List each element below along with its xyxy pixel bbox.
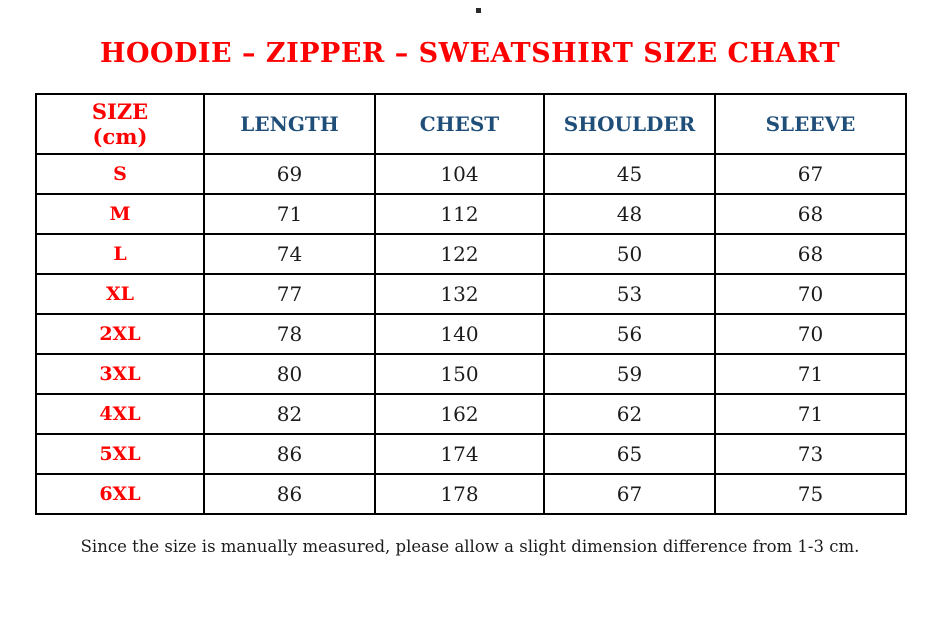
sleeve-value: 68: [714, 233, 907, 275]
chest-value: 174: [374, 433, 545, 475]
table-row: XL 77 132 53 70: [35, 273, 907, 315]
measurement-disclaimer: Since the size is manually measured, ple…: [80, 537, 860, 556]
sleeve-value: 71: [714, 353, 907, 395]
shoulder-value: 59: [543, 353, 716, 395]
shoulder-value: 65: [543, 433, 716, 475]
shoulder-value: 45: [543, 153, 716, 195]
table-row: 5XL 86 174 65 73: [35, 433, 907, 475]
shoulder-value: 67: [543, 473, 716, 515]
size-label: L: [35, 233, 205, 275]
column-header-length: LENGTH: [203, 93, 376, 155]
size-label: 2XL: [35, 313, 205, 355]
length-value: 77: [203, 273, 376, 315]
chest-value: 132: [374, 273, 545, 315]
table-row: S 69 104 45 67: [35, 153, 907, 195]
sleeve-value: 71: [714, 393, 907, 435]
size-label: 6XL: [35, 473, 205, 515]
table-header-row: SIZE (cm) LENGTH CHEST SHOULDER SLEEVE: [35, 93, 907, 155]
shoulder-value: 48: [543, 193, 716, 235]
length-value: 69: [203, 153, 376, 195]
sleeve-value: 67: [714, 153, 907, 195]
size-label: XL: [35, 273, 205, 315]
table-row: 2XL 78 140 56 70: [35, 313, 907, 355]
size-chart-table: SIZE (cm) LENGTH CHEST SHOULDER SLEEVE S…: [35, 93, 907, 515]
column-header-size: SIZE (cm): [35, 93, 205, 155]
chest-value: 112: [374, 193, 545, 235]
sleeve-value: 70: [714, 273, 907, 315]
shoulder-value: 56: [543, 313, 716, 355]
chest-value: 178: [374, 473, 545, 515]
size-label: M: [35, 193, 205, 235]
column-header-sleeve: SLEEVE: [714, 93, 907, 155]
shoulder-value: 50: [543, 233, 716, 275]
size-header-line2: (cm): [92, 124, 148, 149]
length-value: 78: [203, 313, 376, 355]
chest-value: 122: [374, 233, 545, 275]
length-value: 82: [203, 393, 376, 435]
size-label: 3XL: [35, 353, 205, 395]
sleeve-value: 70: [714, 313, 907, 355]
table-row: 3XL 80 150 59 71: [35, 353, 907, 395]
table-row: L 74 122 50 68: [35, 233, 907, 275]
table-row: 6XL 86 178 67 75: [35, 473, 907, 515]
length-value: 86: [203, 433, 376, 475]
length-value: 86: [203, 473, 376, 515]
table-row: 4XL 82 162 62 71: [35, 393, 907, 435]
shoulder-value: 62: [543, 393, 716, 435]
length-value: 80: [203, 353, 376, 395]
size-label: 5XL: [35, 433, 205, 475]
sleeve-value: 73: [714, 433, 907, 475]
chest-value: 140: [374, 313, 545, 355]
size-label: S: [35, 153, 205, 195]
sleeve-value: 68: [714, 193, 907, 235]
column-header-chest: CHEST: [374, 93, 545, 155]
chest-value: 162: [374, 393, 545, 435]
chest-value: 150: [374, 353, 545, 395]
size-header-line1: SIZE: [91, 98, 149, 124]
chest-value: 104: [374, 153, 545, 195]
table-row: M 71 112 48 68: [35, 193, 907, 235]
page-title: HOODIE – ZIPPER – SWEATSHIRT SIZE CHART: [99, 38, 841, 69]
size-label: 4XL: [35, 393, 205, 435]
sleeve-value: 75: [714, 473, 907, 515]
stray-dot-mark: [476, 8, 481, 13]
length-value: 71: [203, 193, 376, 235]
length-value: 74: [203, 233, 376, 275]
shoulder-value: 53: [543, 273, 716, 315]
column-header-shoulder: SHOULDER: [543, 93, 716, 155]
